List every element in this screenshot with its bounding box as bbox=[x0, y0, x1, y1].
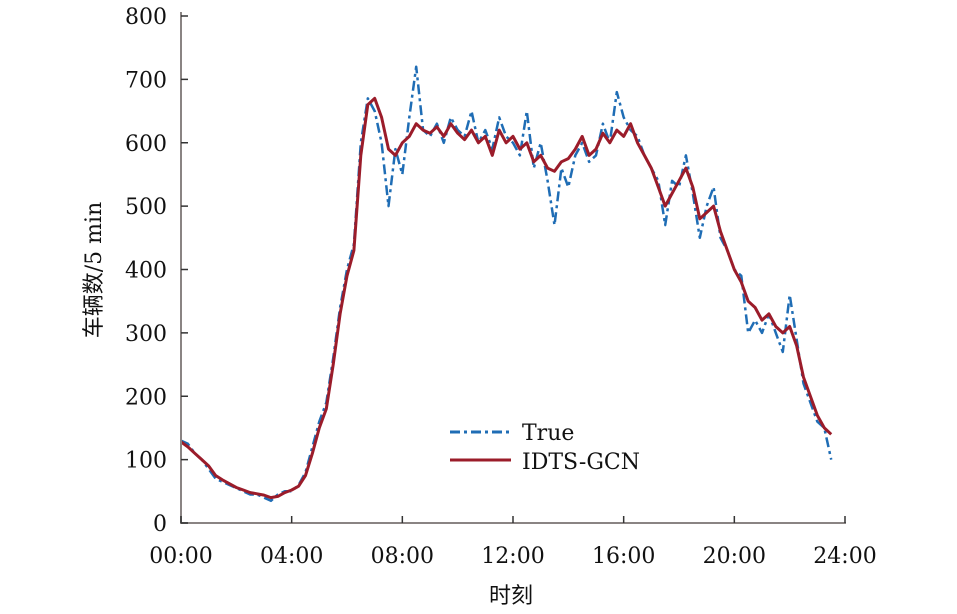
x-tick-label: 16:00 bbox=[592, 544, 655, 569]
y-tick-label: 300 bbox=[125, 322, 167, 347]
legend: True IDTS-GCN bbox=[450, 421, 640, 475]
y-tick-label: 400 bbox=[125, 259, 167, 284]
y-tick-label: 500 bbox=[125, 195, 167, 220]
y-axis-label: 车辆数/5 min bbox=[82, 202, 107, 338]
x-axis-label: 时刻 bbox=[489, 584, 533, 609]
y-tick-label: 700 bbox=[125, 68, 167, 93]
y-tick-label: 200 bbox=[125, 385, 167, 410]
x-tick-label: 08:00 bbox=[371, 544, 434, 569]
y-tick-label: 600 bbox=[125, 132, 167, 157]
x-tick-label: 00:00 bbox=[149, 544, 212, 569]
legend-idts-gcn-label: IDTS-GCN bbox=[522, 450, 640, 475]
x-tick-label: 12:00 bbox=[481, 544, 544, 569]
y-tick-label: 0 bbox=[153, 512, 167, 537]
y-tick-label: 100 bbox=[125, 449, 167, 474]
x-tick-label: 24:00 bbox=[813, 544, 876, 569]
series-line-true bbox=[180, 65, 833, 503]
legend-true-label: True bbox=[522, 421, 574, 446]
series-line-idts-gcn bbox=[180, 96, 833, 500]
x-tick-label: 20:00 bbox=[703, 544, 766, 569]
x-tick-label: 04:00 bbox=[260, 544, 323, 569]
y-tick-label: 800 bbox=[125, 5, 167, 30]
